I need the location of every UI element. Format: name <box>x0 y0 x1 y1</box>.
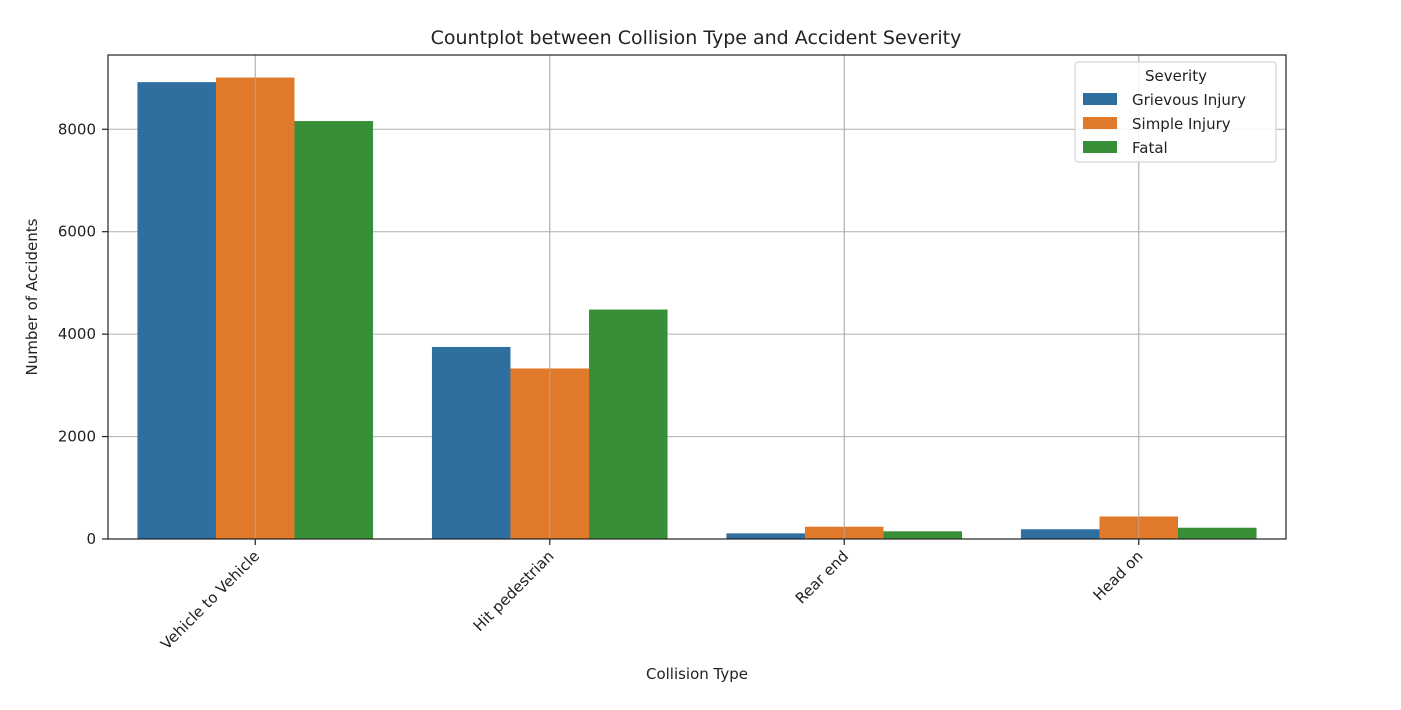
bar <box>1020 529 1100 539</box>
plot-frame <box>107 54 1287 540</box>
bar <box>589 309 668 539</box>
y-axis-ticks: 0 2000 4000 6000 8000 <box>58 120 108 548</box>
legend-swatch <box>1083 117 1117 129</box>
bar <box>137 82 216 540</box>
x-axis-title: Collision Type <box>646 665 748 683</box>
legend-swatch <box>1083 141 1117 153</box>
y-tick-label: 8000 <box>58 120 96 138</box>
x-tick-label: Head on <box>1090 547 1147 604</box>
legend-label: Simple Injury <box>1132 115 1231 133</box>
bars <box>137 55 1257 540</box>
bar <box>1178 527 1257 539</box>
bar <box>294 121 374 540</box>
chart-title: Countplot between Collision Type and Acc… <box>431 27 962 49</box>
x-tick-label: Rear end <box>792 547 852 607</box>
legend-label: Grievous Injury <box>1132 91 1246 109</box>
bar <box>883 531 963 539</box>
legend-title: Severity <box>1145 67 1207 85</box>
bar <box>726 533 805 539</box>
legend-label: Fatal <box>1132 139 1168 157</box>
legend-items: Grievous Injury Simple Injury Fatal <box>1083 91 1246 157</box>
x-axis-ticks: Vehicle to Vehicle Hit pedestrian Rear end… <box>157 539 1147 653</box>
bar <box>431 346 511 539</box>
y-tick-label: 4000 <box>58 325 96 343</box>
legend-swatch <box>1083 93 1117 105</box>
y-tick-label: 2000 <box>58 428 96 446</box>
x-tick-label: Hit pedestrian <box>470 547 558 635</box>
y-axis-title: Number of Accidents <box>23 218 41 375</box>
legend-box <box>1074 61 1277 163</box>
legend: Severity Grievous Injury Simple Injury Fat… <box>1074 61 1277 163</box>
y-tick-label: 0 <box>86 530 96 548</box>
y-tick-label: 6000 <box>58 223 96 241</box>
x-tick-label: Vehicle to Vehicle <box>157 547 263 653</box>
